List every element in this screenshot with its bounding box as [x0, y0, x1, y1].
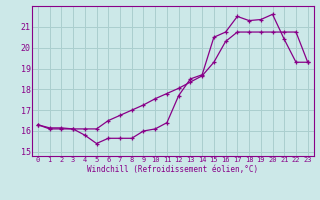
X-axis label: Windchill (Refroidissement éolien,°C): Windchill (Refroidissement éolien,°C)	[87, 165, 258, 174]
